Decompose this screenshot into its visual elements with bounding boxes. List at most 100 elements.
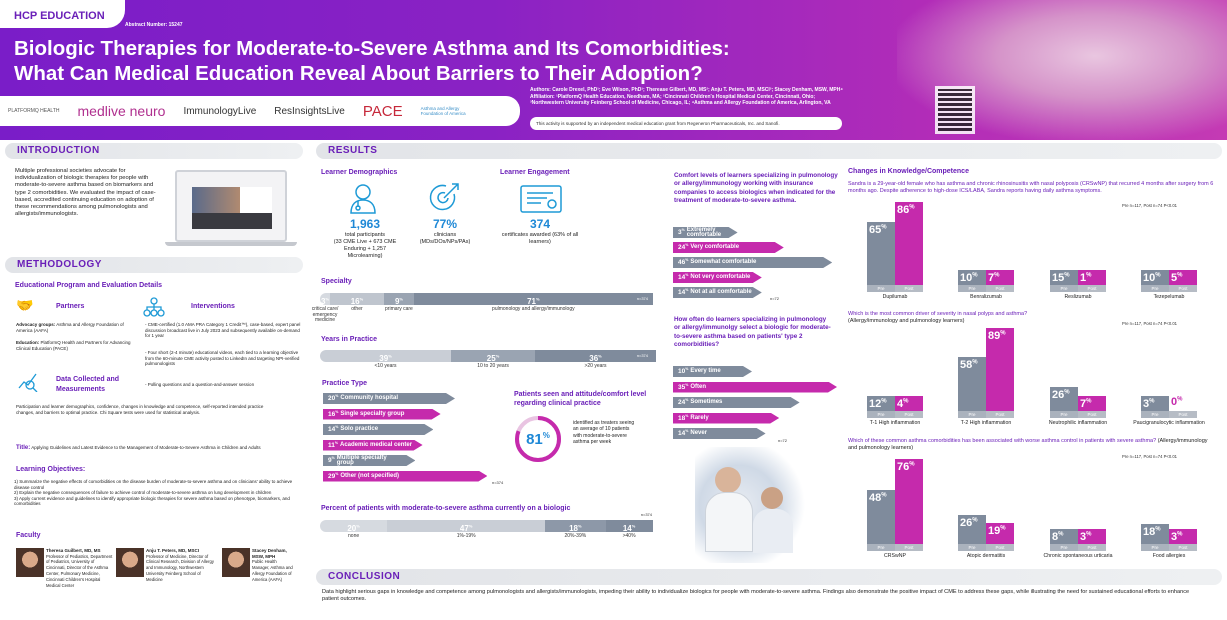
biologic-segment-value: 14% (622, 523, 636, 533)
category-label: CRSwNP (884, 553, 906, 559)
specialty-segment: 3% critical care/ emergency medicine (312, 293, 338, 323)
specialty-segment-value: 71% (527, 296, 540, 306)
category-badge: HCP EDUCATION (0, 0, 125, 28)
biologic-segment: 18% 20%-39% (545, 520, 606, 539)
practice-bar: 11% Academic medical center (323, 440, 423, 451)
years-bar: 39% <10 years 25% 10 to 20 years 36% >20 year… (320, 350, 656, 369)
comfort-percent: 24% (678, 243, 689, 252)
frequency-percent: 14% (678, 429, 689, 438)
pre-bar: 58% (958, 357, 986, 418)
qr-code[interactable] (935, 86, 975, 134)
patients-value: 81% (526, 431, 550, 448)
practice-percent: 20% (328, 394, 339, 403)
practice-percent: 16% (328, 409, 339, 419)
post-label: Post (1169, 544, 1197, 551)
specialty-segment-label: critical care/ emergency medicine (311, 306, 339, 323)
years-segment-value: 36% (589, 353, 602, 363)
biologic-segment: 47% 1%-19% (387, 520, 546, 539)
frequency-bar: 24% Sometimes (673, 397, 800, 408)
intervention-item: - Four short (2-4 minute) educational vi… (145, 350, 300, 367)
post-label: Post (1169, 411, 1197, 418)
category-label: T-1 High inflammation (869, 420, 921, 426)
biologic-segment: 14% >40% (605, 520, 653, 539)
practice-label: Community hospital (340, 395, 399, 401)
participants-detail: total participants (33 CME Live + 673 CME… (330, 232, 400, 260)
intervention-text: CME-certified (1.0 AMA PRA Category 1 Cr… (145, 322, 301, 339)
faculty-bio: Professor of Pediatrics, Department of P… (46, 553, 113, 588)
comfort-bar: 24% Very comfortable (673, 242, 784, 253)
certificates-label: certificates awarded (63% of all learner… (501, 232, 579, 245)
frequency-label: Sometimes (690, 399, 723, 405)
practice-bar: 29% Other (not specified) (323, 471, 487, 482)
participants-breakdown: (33 CME Live + 673 CME Enduring + 1,257 … (333, 239, 397, 259)
objective-item: 3) Apply current evidence and guidelines… (14, 495, 290, 507)
years-segment: 39% <10 years (320, 350, 452, 369)
faculty-bio: Professor of Medicine, Director of Clini… (146, 553, 214, 582)
authors-affiliations: Authors: Carole Drexel, PhD¹; Eve Wilson… (530, 87, 930, 107)
intervention-item: - Polling questions and a question-and-a… (145, 382, 255, 387)
comfort-title: Comfort levels of learners specializing … (674, 172, 838, 204)
specialty-n: n=374 (636, 296, 648, 301)
certificates-value: 374 (529, 217, 551, 231)
years-segment-value: 39% (379, 353, 392, 363)
logo-strip: PLATFORMQ HEALTH medlive neuro Immunolog… (0, 96, 520, 126)
years-title: Years in Practice (321, 336, 378, 343)
clinicians-value: 77% (432, 217, 458, 231)
patients-text: identified as treaters seeing an average… (573, 420, 635, 445)
frequency-title: How often do learners specializing in pu… (674, 316, 831, 348)
question-text: Which is the most common driver of sever… (848, 311, 1028, 317)
biologic-bar: 20% none 47% 1%-19% 18% 20%-39% 14% >40% n=374 (320, 512, 656, 539)
grant-statement: This activity is supported by an indepen… (530, 117, 842, 130)
poster-header: HCP EDUCATION Abstract Number: 15247 Bio… (0, 0, 1227, 140)
frequency-percent: 35% (678, 382, 689, 392)
years-segment-value: 25% (486, 353, 500, 363)
biologic-segment-value: 47% (459, 523, 473, 533)
category-label: Neutrophilic inflammation (1048, 420, 1108, 426)
category-label: Atopic dermatitis (966, 553, 1006, 559)
practice-bar: 16% Single specialty group (323, 409, 441, 420)
specialty-segment-label: other (351, 306, 363, 312)
immunologylive-logo: ImmunologyLive (183, 105, 257, 117)
question-text: Which of these common asthma comorbiditi… (848, 438, 1157, 444)
question-audience: (Allergy/immunology and pulmonology lear… (848, 438, 1208, 452)
pre-label: Pre (1141, 285, 1169, 292)
education-text: PlatformQ Health and Partners for Advanc… (16, 340, 131, 351)
question-block: Which is the most common driver of sever… (848, 311, 1218, 325)
frequency-bar: 10% Every time (673, 366, 752, 377)
chart-stats: Pre n=117, Post n=74 P<0.01 (1122, 321, 1177, 326)
faculty-photo (116, 548, 144, 577)
medlive-logo: medlive neuro (77, 103, 166, 119)
faculty-photo (16, 548, 44, 577)
faculty-card: Theresa Guilbert, MD, MS Professor of Ped… (46, 548, 114, 588)
specialty-segment-value: 16% (350, 296, 364, 306)
practice-percent: 14% (328, 425, 339, 434)
biologic-segment-value: 18% (569, 523, 582, 533)
comfort-label: Somewhat comfortable (690, 259, 757, 265)
question-block: Sandra is a 29-year-old female who has a… (848, 181, 1218, 195)
learning-objectives-list: 1) Summarize the negative effects of com… (14, 479, 304, 507)
post-label: Post (1078, 544, 1106, 551)
years-segment: 25% 10 to 20 years (451, 350, 536, 369)
frequency-label: Rarely (690, 414, 709, 421)
practice-title: Practice Type (322, 380, 368, 387)
clinicians-label: clinicians (MDs/DOs/NPs/PAs) (419, 232, 471, 245)
platformq-logo: PLATFORMQ HEALTH (8, 108, 60, 114)
chart-stats: Pre n=117, Post n=74 P<0.01 (1122, 203, 1177, 208)
introduction-heading: INTRODUCTION (5, 143, 303, 159)
pre-label: Pre (867, 285, 895, 292)
biologic-segment: 20% none (320, 520, 388, 539)
practice-label: Solo practice (340, 426, 379, 432)
affiliation: Affiliation: ¹PlatformQ Health Education… (530, 93, 816, 100)
specialty-segment-label: pulmonology and allergy/immunology (492, 306, 575, 312)
specialty-segment: 71% pulmonology and allergy/immunology (414, 293, 653, 312)
demographics-title: Learner Demographics (321, 169, 398, 176)
specialty-segment-value: 3% (321, 296, 330, 306)
clinician-icon (350, 184, 376, 214)
comfort-label: Not very comfortable (690, 274, 751, 280)
education-partners: Education: PlatformQ Health and Partners… (16, 340, 134, 351)
poster-title: Biologic Therapies for Moderate-to-Sever… (14, 36, 730, 86)
practice-label: Multiple specialty group (336, 455, 387, 466)
introduction-text: Multiple professional societies advocate… (15, 168, 156, 218)
knowledge-title: Changes in Knowledge/Competence (848, 168, 969, 175)
pre-label: Pre (1050, 285, 1078, 292)
